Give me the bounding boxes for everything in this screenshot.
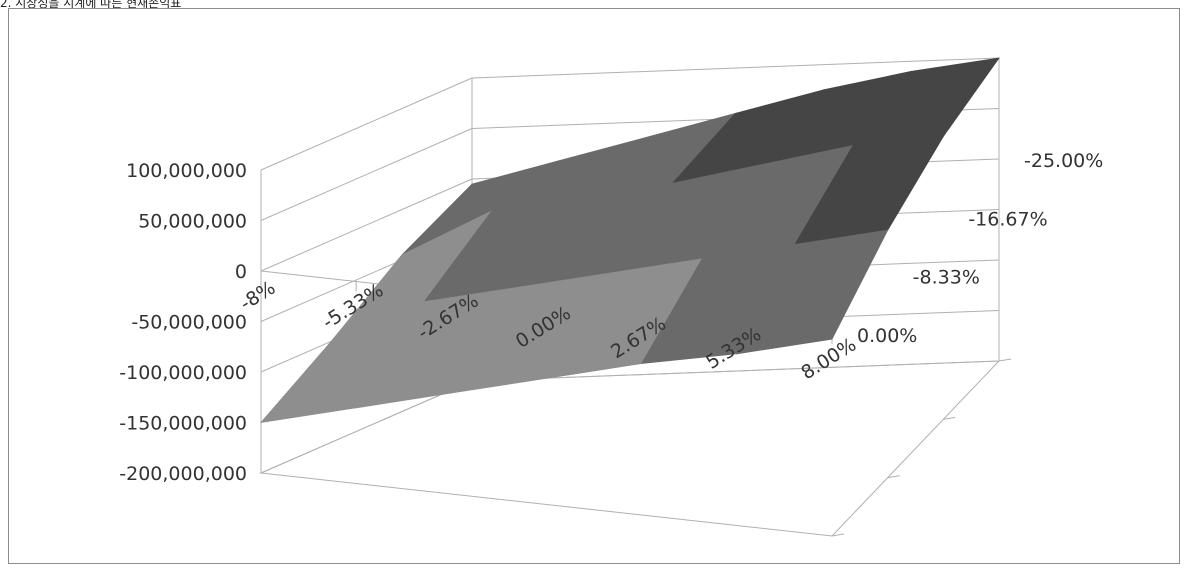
floor-depth-tick <box>943 416 956 420</box>
back-wall-gridline <box>471 57 1000 79</box>
z-tick-label: 50,000,000 <box>138 211 247 233</box>
floor-depth-tick <box>998 358 1012 362</box>
z-tick-label: -150,000,000 <box>119 413 247 435</box>
left-wall-gridline <box>260 128 473 221</box>
y-tick-label: -16.67% <box>968 208 1047 230</box>
z-tick-label: 0 <box>235 261 247 283</box>
z-tick-label: -50,000,000 <box>131 312 247 334</box>
floor-depth-tick <box>887 475 900 479</box>
left-wall-gridline <box>260 178 473 272</box>
surface-chart: 100,000,000 50,000,000 0 -50,000,000 -100,00… <box>119 57 1103 537</box>
surface-plot <box>259 57 1000 424</box>
floor-depth-tick <box>831 533 845 537</box>
y-tick-label: -8.33% <box>913 267 980 289</box>
y-tick-label: -25.00% <box>1024 150 1103 172</box>
left-wall-gridline <box>260 77 473 171</box>
surface-patch <box>736 229 889 355</box>
z-tick-label: 100,000,000 <box>126 160 247 182</box>
chart-caption: 2. 시장성을 시계에 따른 현재손익표 <box>0 0 182 8</box>
z-tick-label: -200,000,000 <box>119 463 247 485</box>
y-tick-label: 0.00% <box>857 325 917 347</box>
chart-area: 100,000,000 50,000,000 0 -50,000,000 -100,00… <box>8 8 1180 564</box>
z-tick-label: -100,000,000 <box>119 362 247 384</box>
